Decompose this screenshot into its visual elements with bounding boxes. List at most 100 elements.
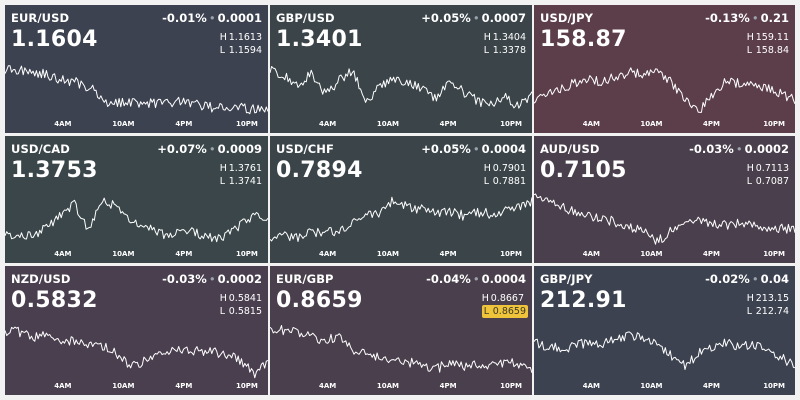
time-tick: 10AM [112,250,135,258]
fx-tile-gbp-jpy[interactable]: GBP/JPY -0.02% • 0.04 212.91 H 213.15 L 212.… [534,266,795,395]
current-price: 0.7105 [540,158,627,183]
bullet-separator: • [751,272,759,286]
pair-label: NZD/USD [11,272,71,286]
change-indicator: +0.05% • 0.0004 [421,142,526,156]
change-percent: -0.03% [162,272,207,286]
change-absolute: 0.0002 [744,142,789,156]
low-label: L [746,306,753,317]
price-line [270,196,532,242]
high-row: H 159.11 [747,31,789,44]
change-percent: -0.04% [426,272,471,286]
bullet-separator: • [472,142,480,156]
time-tick: 10AM [376,382,399,390]
pair-label: USD/JPY [540,11,594,25]
pair-label: GBP/JPY [540,272,593,286]
low-value: 1.3378 [492,45,526,56]
low-value: 0.7881 [492,176,526,187]
fx-tile-gbp-usd[interactable]: GBP/USD +0.05% • 0.0007 1.3401 H 1.3404 L 1.… [270,5,532,133]
time-axis: 4AM 10AM 4PM 10PM [5,382,268,392]
low-row: L 0.5815 [220,305,262,318]
pair-label: GBP/USD [276,11,335,25]
time-axis: 4AM 10AM 4PM 10PM [534,382,795,392]
change-percent: +0.05% [421,11,471,25]
change-indicator: +0.05% • 0.0007 [421,11,526,25]
low-value: 0.7087 [755,176,789,187]
high-value: 0.5841 [228,293,262,304]
change-absolute: 0.0004 [481,272,526,286]
fx-tile-usd-chf[interactable]: USD/CHF +0.05% • 0.0004 0.7894 H 0.7901 L 0.… [270,136,532,263]
time-tick: 10AM [376,120,399,128]
time-tick: 4PM [175,120,193,128]
low-row: L 1.3741 [220,175,262,188]
intraday-chart [534,193,795,245]
low-value: 1.3741 [228,176,262,187]
high-row: H 1.1613 [220,31,262,44]
bullet-separator: • [472,272,480,286]
fx-tile-aud-usd[interactable]: AUD/USD -0.03% • 0.0002 0.7105 H 0.7113 L 0.… [534,136,795,263]
time-tick: 4PM [439,250,457,258]
low-value: 212.74 [755,306,789,317]
price-line [534,67,795,113]
high-label: H [483,163,491,174]
low-row: L 1.3378 [484,44,526,57]
fx-tile-nzd-usd[interactable]: NZD/USD -0.03% • 0.0002 0.5832 H 0.5841 L 0.… [5,266,268,395]
change-indicator: -0.04% • 0.0004 [426,272,526,286]
current-price: 0.7894 [276,158,363,183]
change-percent: -0.01% [162,11,207,25]
high-label: H [219,163,227,174]
time-tick: 4PM [702,120,720,128]
change-percent: -0.03% [689,142,734,156]
intraday-chart [270,325,532,374]
intraday-chart [5,326,268,379]
high-label: H [746,32,754,43]
price-line [270,66,532,109]
fx-grid: EUR/USD -0.01% • 0.0001 1.1604 H 1.1613 L 1.… [5,5,795,395]
low-label: L [746,45,753,56]
intraday-chart [5,197,268,243]
time-axis: 4AM 10AM 4PM 10PM [270,382,532,392]
fx-tile-usd-cad[interactable]: USD/CAD +0.07% • 0.0009 1.3753 H 1.3761 L 1.… [5,136,268,263]
change-indicator: -0.03% • 0.0002 [162,272,262,286]
high-low: H 0.7113 L 0.7087 [747,162,789,188]
time-tick: 4PM [702,250,720,258]
price-line [5,197,268,243]
high-value: 1.3404 [492,32,526,43]
time-tick: 10PM [236,382,258,390]
time-tick: 10PM [763,120,786,128]
time-tick: 4AM [54,120,72,128]
change-absolute: 0.21 [760,11,789,25]
time-axis: 4AM 10AM 4PM 10PM [534,250,795,260]
change-percent: -0.13% [705,11,750,25]
intraday-chart [270,66,532,109]
change-absolute: 0.0001 [217,11,262,25]
time-tick: 4AM [582,382,601,390]
high-low: H 213.15 L 212.74 [747,292,789,318]
intraday-chart [534,67,795,113]
fx-tile-eur-gbp[interactable]: EUR/GBP -0.04% • 0.0004 0.8659 H 0.8667 L 0.… [270,266,532,395]
high-value: 0.7113 [755,163,789,174]
current-price: 1.1604 [11,27,98,52]
current-price: 1.3753 [11,158,98,183]
high-row: H 0.7901 [484,162,526,175]
time-tick: 4AM [318,382,337,390]
low-row: L 212.74 [747,305,789,318]
low-value: 0.8659 [492,306,526,317]
time-tick: 10PM [500,382,522,390]
fx-tile-eur-usd[interactable]: EUR/USD -0.01% • 0.0001 1.1604 H 1.1613 L 1.… [5,5,268,133]
high-low: H 0.5841 L 0.5815 [220,292,262,318]
low-row: L 0.8659 [481,305,528,318]
low-label: L [483,306,490,317]
time-tick: 4PM [439,382,457,390]
low-row: L 0.7087 [747,175,789,188]
high-value: 0.8667 [490,293,524,304]
pair-label: AUD/USD [540,142,600,156]
high-value: 213.15 [755,293,789,304]
high-label: H [746,293,754,304]
time-tick: 10AM [112,382,135,390]
time-axis: 4AM 10AM 4PM 10PM [270,250,532,260]
fx-tile-usd-jpy[interactable]: USD/JPY -0.13% • 0.21 158.87 H 159.11 L 158.… [534,5,795,133]
change-absolute: 0.0007 [481,11,526,25]
low-value: 1.1594 [228,45,262,56]
change-absolute: 0.0009 [217,142,262,156]
change-percent: +0.07% [157,142,207,156]
